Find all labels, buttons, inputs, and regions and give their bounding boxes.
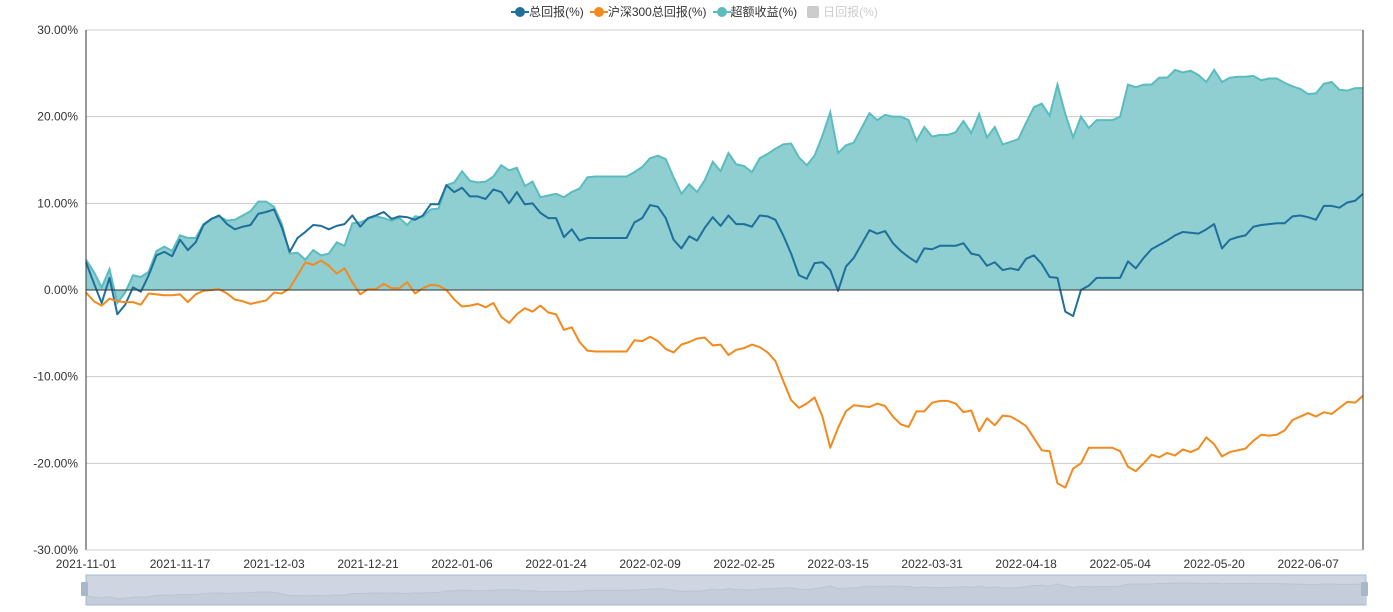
legend-label: 沪深300总回报(%): [607, 5, 707, 19]
x-tick-label: 2022-05-04: [1089, 557, 1151, 571]
y-tick-label: -20.00%: [33, 456, 78, 470]
zoom-handle-right[interactable]: [1361, 582, 1368, 596]
legend-item-daily-return[interactable]: 日回报(%): [807, 3, 878, 20]
series-marker-icon: [511, 6, 530, 17]
x-tick-label: 2021-11-01: [56, 557, 117, 571]
excess-return-line: [85, 68, 1363, 306]
y-tick-label: 20.00%: [37, 110, 78, 124]
x-tick-label: 2022-04-18: [995, 557, 1057, 571]
series-marker-icon: [712, 6, 731, 17]
zoom-handle-left[interactable]: [81, 582, 88, 596]
y-tick-label: 10.00%: [37, 196, 78, 210]
x-tick-label: 2022-01-24: [525, 557, 587, 571]
legend-label: 超额收益(%): [730, 5, 798, 19]
csi300-return-line: [85, 259, 1364, 489]
y-tick-label: -30.00%: [33, 543, 78, 557]
legend-item-total-return[interactable]: 总回报(%): [511, 3, 584, 20]
x-tick-label: 2022-02-09: [619, 557, 681, 571]
x-tick-label: 2021-12-03: [243, 557, 305, 571]
x-tick-label: 2022-03-31: [901, 557, 963, 571]
legend-label: 日回报(%): [823, 5, 878, 19]
data-zoom-preview: [85, 582, 1364, 606]
x-tick-label: 2021-12-21: [337, 557, 399, 571]
x-tick-label: 2021-11-17: [150, 557, 211, 571]
excess-return-area: [86, 69, 1363, 303]
legend-label: 总回报(%): [529, 5, 584, 19]
y-tick-label: 30.00%: [37, 23, 78, 37]
y-tick-label: -10.00%: [33, 370, 78, 384]
legend-item-csi300-return[interactable]: 沪深300总回报(%): [589, 3, 707, 20]
x-tick-label: 2022-01-06: [431, 557, 493, 571]
y-tick-label: 0.00%: [44, 283, 78, 297]
x-tick-label: 2022-03-15: [807, 557, 869, 571]
x-tick-label: 2022-05-20: [1183, 557, 1245, 571]
legend-item-excess-return[interactable]: 超额收益(%): [712, 3, 798, 20]
series-marker-icon: [589, 6, 608, 17]
total-return-line: [85, 184, 1364, 317]
x-tick-label: 2022-02-25: [713, 557, 775, 571]
series-marker-icon: [807, 5, 820, 18]
x-tick-label: 2022-06-07: [1277, 557, 1339, 571]
chart-legend: 总回报(%) 沪深300总回报(%) 超额收益(%) 日回报(%): [0, 3, 1393, 20]
data-zoom-window[interactable]: [85, 574, 1367, 606]
